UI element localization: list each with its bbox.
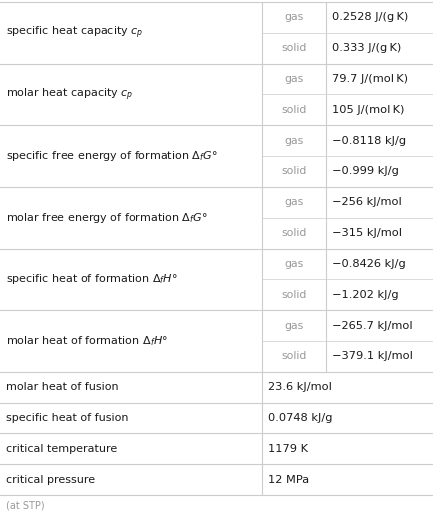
Text: 105 J/(mol K): 105 J/(mol K) (332, 105, 404, 115)
Text: gas: gas (284, 135, 304, 146)
Text: molar heat capacity $c_p$: molar heat capacity $c_p$ (6, 86, 133, 103)
Text: solid: solid (281, 166, 307, 176)
Text: −315 kJ/mol: −315 kJ/mol (332, 228, 402, 238)
Text: 0.333 J/(g K): 0.333 J/(g K) (332, 43, 401, 53)
Text: −256 kJ/mol: −256 kJ/mol (332, 197, 402, 207)
Text: −265.7 kJ/mol: −265.7 kJ/mol (332, 321, 413, 330)
Text: specific heat of fusion: specific heat of fusion (6, 413, 129, 423)
Text: specific heat of formation $\Delta_f H°$: specific heat of formation $\Delta_f H°$ (6, 272, 178, 286)
Text: gas: gas (284, 12, 304, 22)
Text: solid: solid (281, 352, 307, 361)
Text: 12 MPa: 12 MPa (268, 475, 309, 484)
Text: solid: solid (281, 43, 307, 53)
Text: gas: gas (284, 321, 304, 330)
Text: (at STP): (at STP) (6, 501, 45, 511)
Text: 0.2528 J/(g K): 0.2528 J/(g K) (332, 12, 408, 22)
Text: molar heat of fusion: molar heat of fusion (6, 382, 119, 392)
Text: gas: gas (284, 197, 304, 207)
Text: specific heat capacity $c_p$: specific heat capacity $c_p$ (6, 25, 143, 41)
Text: 23.6 kJ/mol: 23.6 kJ/mol (268, 382, 332, 392)
Text: −0.8118 kJ/g: −0.8118 kJ/g (332, 135, 406, 146)
Text: critical pressure: critical pressure (6, 475, 95, 484)
Text: critical temperature: critical temperature (6, 444, 117, 454)
Text: specific free energy of formation $\Delta_f G°$: specific free energy of formation $\Delt… (6, 149, 218, 163)
Text: molar heat of formation $\Delta_f H°$: molar heat of formation $\Delta_f H°$ (6, 334, 168, 348)
Text: solid: solid (281, 228, 307, 238)
Text: −0.999 kJ/g: −0.999 kJ/g (332, 166, 399, 176)
Text: −1.202 kJ/g: −1.202 kJ/g (332, 290, 399, 300)
Text: 0.0748 kJ/g: 0.0748 kJ/g (268, 413, 333, 423)
Text: gas: gas (284, 259, 304, 269)
Text: gas: gas (284, 74, 304, 84)
Text: solid: solid (281, 105, 307, 115)
Text: −379.1 kJ/mol: −379.1 kJ/mol (332, 352, 413, 361)
Text: 79.7 J/(mol K): 79.7 J/(mol K) (332, 74, 408, 84)
Text: 1179 K: 1179 K (268, 444, 308, 454)
Text: molar free energy of formation $\Delta_f G°$: molar free energy of formation $\Delta_f… (6, 211, 208, 225)
Text: solid: solid (281, 290, 307, 300)
Text: −0.8426 kJ/g: −0.8426 kJ/g (332, 259, 406, 269)
